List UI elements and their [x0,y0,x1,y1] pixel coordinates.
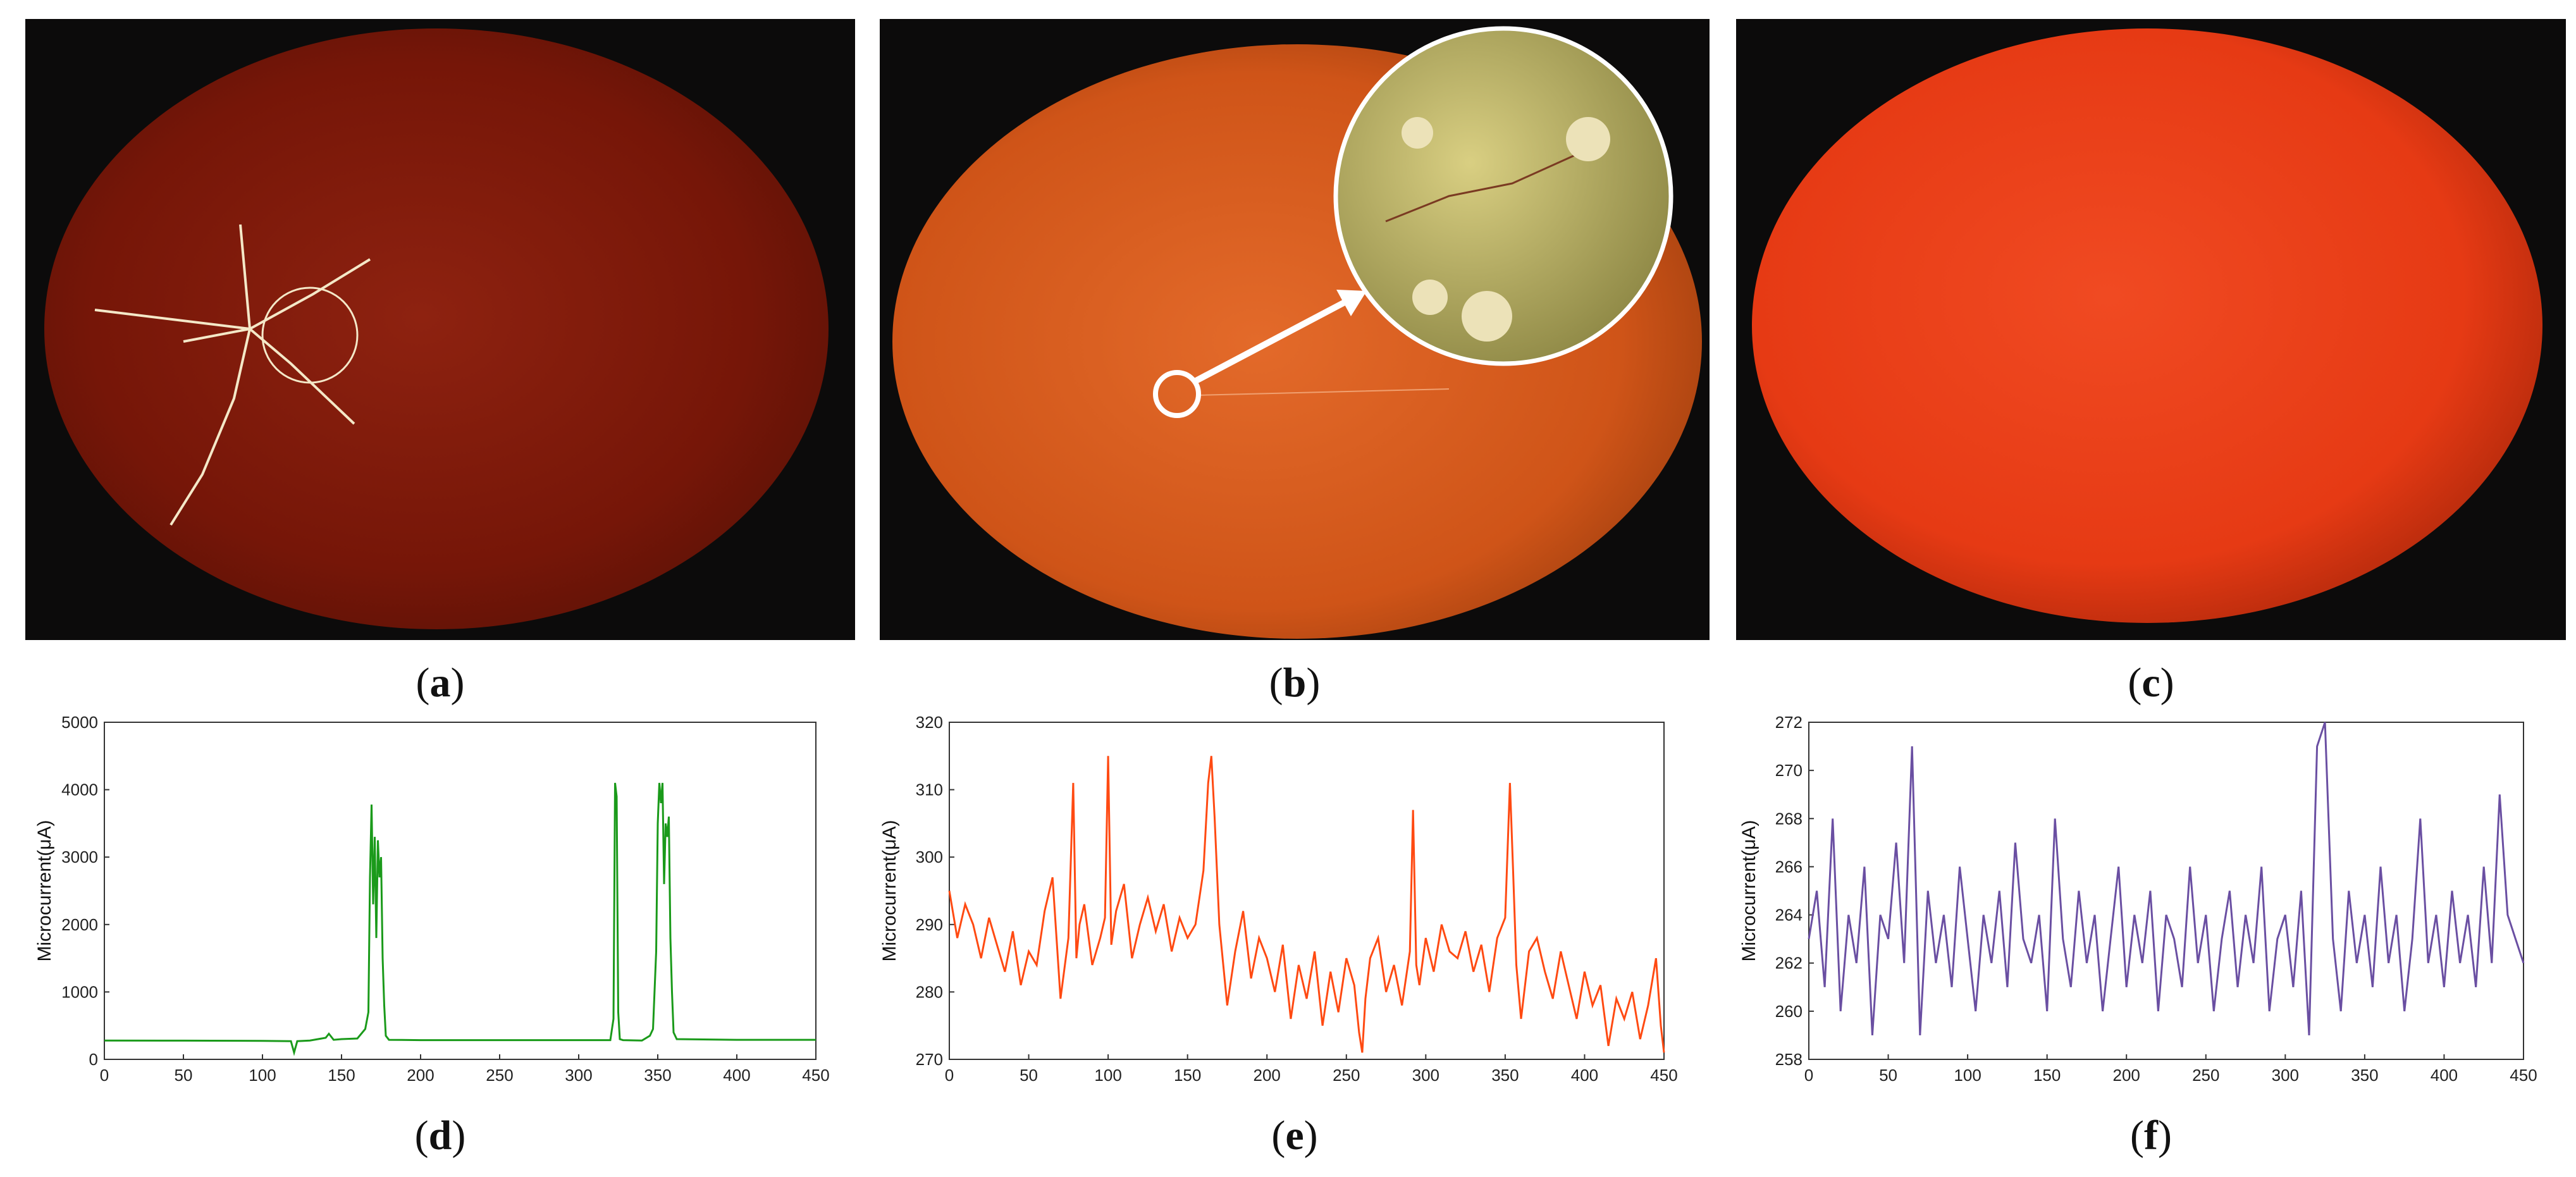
x-tick-label: 50 [1020,1066,1038,1085]
x-tick-label: 100 [1954,1066,1981,1085]
y-tick-label: 310 [916,780,943,799]
crack-star-icon [94,224,371,526]
caption-e: (e) [1271,1112,1318,1159]
caption-c-letter: c [2142,660,2160,706]
x-tick-label: 350 [1491,1066,1519,1085]
caption-c: (c) [2128,660,2174,706]
magnified-spot-2 [1566,117,1610,161]
y-tick-label: 0 [89,1050,98,1069]
x-tick-label: 100 [249,1066,276,1085]
y-tick-label: 264 [1775,906,1803,925]
x-tick-label: 250 [2192,1066,2219,1085]
x-tick-label: 450 [1650,1066,1677,1085]
x-tick-label: 150 [2033,1066,2061,1085]
x-tick-label: 150 [328,1066,355,1085]
plot-frame [949,722,1665,1060]
caption-b-letter: b [1283,660,1307,706]
crack-highlight-circle [1153,370,1201,418]
y-tick-label: 5000 [61,713,98,732]
egg-shell-a [44,28,829,629]
y-axis-label: Microcurrent(μA) [34,820,55,962]
caption-a-letter: a [429,660,451,706]
photo-egg-a [25,19,855,640]
y-tick-label: 258 [1775,1050,1803,1069]
x-tick-label: 250 [486,1066,513,1085]
y-tick-label: 280 [916,982,943,1001]
magnified-spot-3 [1462,291,1512,342]
x-tick-label: 350 [2351,1066,2378,1085]
caption-d: (d) [414,1112,466,1159]
caption-e-letter: e [1285,1112,1304,1159]
y-tick-label: 270 [916,1050,943,1069]
magnified-crack-icon [1385,154,1576,223]
x-tick-label: 0 [1804,1066,1813,1085]
y-tick-label: 272 [1775,713,1803,732]
x-tick-label: 450 [2510,1066,2537,1085]
x-tick-label: 450 [802,1066,829,1085]
x-tick-label: 150 [1174,1066,1201,1085]
photo-egg-c [1736,19,2566,640]
y-tick-label: 260 [1775,1002,1803,1021]
x-tick-label: 250 [1333,1066,1360,1085]
y-tick-label: 290 [916,915,943,934]
y-axis-label: Microcurrent(μA) [1739,820,1759,962]
x-tick-label: 300 [2272,1066,2299,1085]
hairline-crack-icon [1195,388,1450,396]
caption-b: (b) [1269,660,1321,706]
plot-frame [104,722,817,1060]
x-tick-label: 200 [1254,1066,1281,1085]
x-tick-label: 200 [407,1066,434,1085]
caption-f: (f) [2130,1112,2172,1159]
x-tick-label: 400 [723,1066,750,1085]
y-tick-label: 320 [916,713,943,732]
x-tick-label: 50 [175,1066,193,1085]
crack-ring-icon [261,287,359,384]
chart-d: 0 50 100 150 200 250 300 350 400 450 0 1000 2000 3000… [25,708,855,1104]
x-tick-label: 350 [644,1066,671,1085]
x-tick-label: 0 [945,1066,954,1085]
x-tick-label: 50 [1879,1066,1897,1085]
y-tick-label: 3000 [61,847,98,866]
magnifier-lens [1333,26,1673,366]
y-tick-label: 2000 [61,915,98,934]
y-tick-label: 268 [1775,809,1803,828]
x-tick-label: 300 [1412,1066,1439,1085]
caption-a: (a) [416,660,465,706]
magnifier-arrow-icon [1194,299,1347,384]
x-tick-label: 200 [2113,1066,2140,1085]
y-tick-label: 266 [1775,857,1803,876]
x-tick-label: 300 [565,1066,592,1085]
x-tick-label: 0 [100,1066,109,1085]
photo-egg-b [880,19,1710,640]
chart-e: 0 50 100 150 200 250 300 350 400 450 270 280 290 300 3… [879,708,1710,1104]
arrow-head-icon [1336,290,1367,316]
y-tick-label: 270 [1775,761,1803,780]
chart-f: 0 50 100 150 200 250 300 350 400 450 258 260 262 264 2… [1736,708,2566,1104]
y-tick-label: 262 [1775,954,1803,973]
y-tick-label: 4000 [61,780,98,799]
x-tick-label: 400 [2431,1066,2458,1085]
x-tick-label: 100 [1094,1066,1121,1085]
y-tick-label: 1000 [61,982,98,1001]
series-line [1808,722,2525,1035]
y-axis-label: Microcurrent(μA) [880,820,900,962]
magnified-spot-1 [1402,117,1433,149]
x-tick-label: 400 [1571,1066,1598,1085]
egg-shell-c [1752,28,2542,623]
caption-f-letter: f [2144,1112,2158,1159]
series-line [104,782,816,1056]
caption-d-letter: d [428,1112,452,1159]
y-tick-label: 300 [916,847,943,866]
plot-frame [1808,722,2524,1060]
magnified-spot-4 [1412,280,1448,315]
series-line [948,756,1665,1053]
